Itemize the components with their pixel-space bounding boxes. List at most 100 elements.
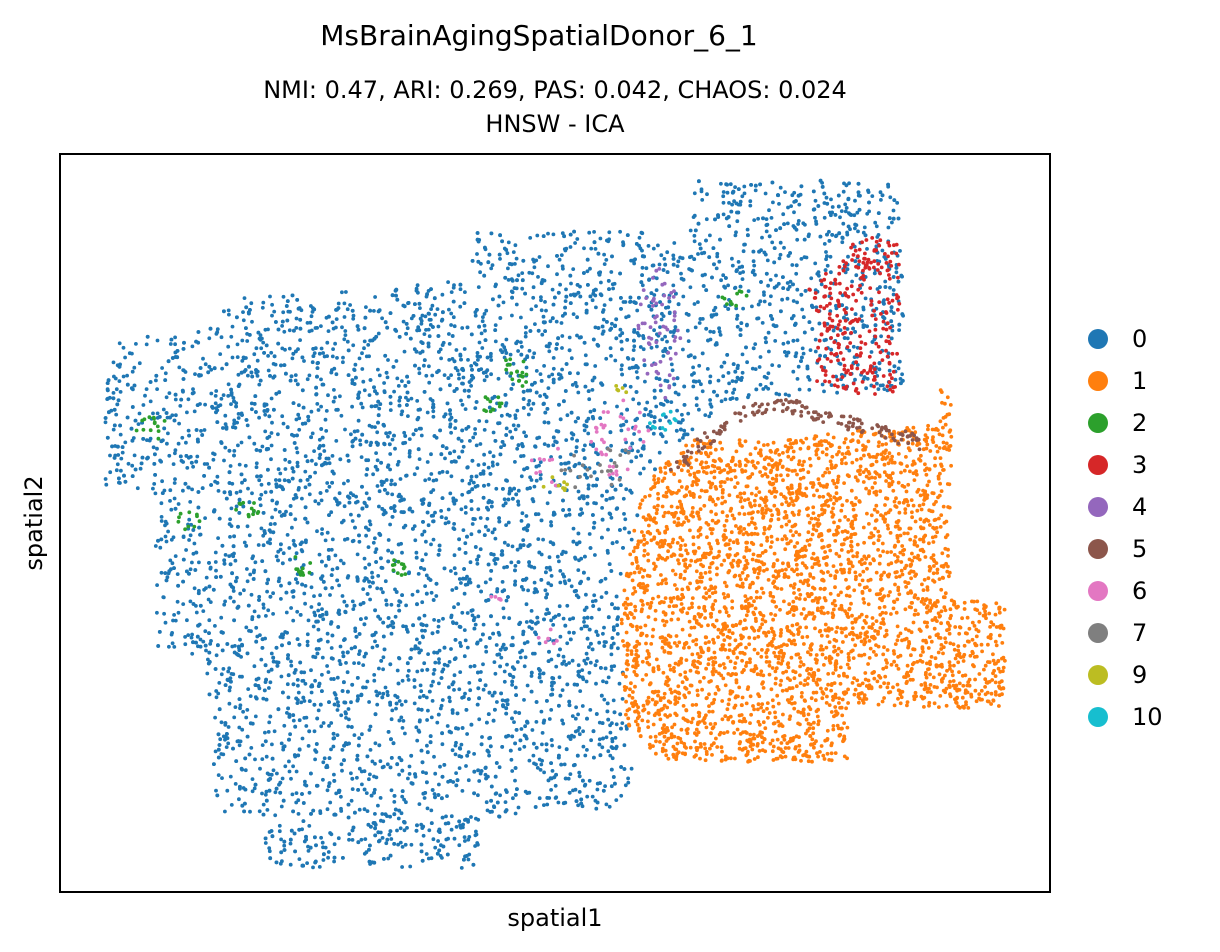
scatter-point-cluster-0 <box>560 688 565 692</box>
scatter-point-cluster-0 <box>604 735 609 740</box>
scatter-point-cluster-0 <box>449 323 453 327</box>
scatter-point-cluster-0 <box>528 236 533 240</box>
scatter-point-cluster-0 <box>550 769 555 773</box>
scatter-point-cluster-0 <box>463 290 467 294</box>
scatter-point-cluster-0 <box>781 212 786 217</box>
scatter-point-cluster-0 <box>212 452 217 457</box>
scatter-point-cluster-0 <box>185 618 189 623</box>
scatter-point-cluster-0 <box>279 583 283 588</box>
scatter-point-cluster-0 <box>155 387 160 391</box>
scatter-point-cluster-0 <box>386 434 390 439</box>
scatter-point-cluster-0 <box>621 300 626 304</box>
scatter-point-cluster-0 <box>740 277 745 281</box>
scatter-point-cluster-0 <box>482 323 487 328</box>
scatter-point-cluster-0 <box>203 516 208 520</box>
scatter-point-cluster-0 <box>321 617 326 622</box>
scatter-point-cluster-0 <box>114 387 119 392</box>
scatter-point-cluster-0 <box>364 616 368 620</box>
scatter-point-cluster-0 <box>762 293 766 297</box>
scatter-point-cluster-0 <box>317 865 322 869</box>
scatter-point-cluster-0 <box>398 840 403 845</box>
scatter-point-cluster-0 <box>247 628 251 633</box>
scatter-point-cluster-0 <box>301 819 306 823</box>
scatter-point-cluster-0 <box>291 595 296 599</box>
scatter-point-cluster-0 <box>845 230 849 235</box>
scatter-point-cluster-0 <box>130 351 134 356</box>
scatter-point-cluster-0 <box>537 255 542 259</box>
scatter-point-cluster-0 <box>516 349 520 353</box>
scatter-point-cluster-0 <box>559 462 564 466</box>
scatter-point-cluster-0 <box>448 383 452 388</box>
scatter-point-cluster-0 <box>258 766 262 771</box>
scatter-point-cluster-0 <box>572 734 576 739</box>
scatter-point-cluster-0 <box>182 340 186 345</box>
scatter-point-cluster-0 <box>231 585 236 590</box>
scatter-point-cluster-0 <box>515 547 520 552</box>
scatter-point-cluster-0 <box>207 336 212 341</box>
scatter-point-cluster-0 <box>613 736 618 740</box>
scatter-point-cluster-0 <box>530 728 535 732</box>
scatter-point-cluster-0 <box>277 478 282 483</box>
scatter-point-cluster-0 <box>423 584 427 588</box>
scatter-point-cluster-0 <box>181 488 185 493</box>
scatter-point-cluster-0 <box>397 398 402 403</box>
scatter-point-cluster-0 <box>325 631 330 636</box>
scatter-point-cluster-0 <box>209 483 214 487</box>
scatter-point-cluster-0 <box>377 373 382 378</box>
scatter-point-cluster-0 <box>375 586 380 591</box>
scatter-point-cluster-0 <box>523 655 528 660</box>
scatter-point-cluster-0 <box>213 401 218 406</box>
scatter-point-cluster-0 <box>246 687 251 691</box>
scatter-point-cluster-0 <box>188 500 193 504</box>
scatter-point-cluster-0 <box>479 670 483 674</box>
scatter-point-cluster-0 <box>305 639 310 644</box>
scatter-point-cluster-0 <box>168 558 173 563</box>
scatter-point-cluster-0 <box>216 536 221 540</box>
scatter-point-cluster-0 <box>588 660 593 665</box>
scatter-point-cluster-0 <box>333 496 337 501</box>
scatter-point-cluster-0 <box>388 452 393 456</box>
scatter-point-cluster-0 <box>364 458 369 463</box>
scatter-point-cluster-0 <box>551 443 556 448</box>
scatter-point-cluster-0 <box>799 292 804 297</box>
scatter-point-cluster-0 <box>510 769 515 773</box>
scatter-point-cluster-0 <box>459 507 464 512</box>
scatter-point-cluster-0 <box>531 295 536 300</box>
scatter-point-cluster-0 <box>605 238 609 243</box>
scatter-point-cluster-0 <box>585 656 590 661</box>
scatter-point-cluster-0 <box>359 401 364 406</box>
scatter-point-cluster-0 <box>389 478 394 483</box>
scatter-point-cluster-0 <box>300 549 305 554</box>
scatter-point-cluster-0 <box>740 194 745 199</box>
scatter-point-cluster-0 <box>254 346 259 351</box>
scatter-point-cluster-0 <box>114 468 119 473</box>
scatter-point-cluster-0 <box>551 232 556 237</box>
scatter-point-cluster-0 <box>214 695 219 700</box>
scatter-point-cluster-0 <box>388 814 392 819</box>
scatter-point-cluster-0 <box>303 469 308 474</box>
scatter-point-cluster-0 <box>355 499 360 504</box>
scatter-point-cluster-0 <box>287 328 292 333</box>
scatter-point-cluster-0 <box>393 327 398 332</box>
scatter-point-cluster-0 <box>781 275 785 279</box>
scatter-point-cluster-0 <box>890 328 895 333</box>
scatter-point-cluster-0 <box>437 471 442 475</box>
scatter-point-cluster-0 <box>345 575 350 580</box>
scatter-point-cluster-0 <box>475 308 479 312</box>
scatter-point-cluster-0 <box>748 199 753 204</box>
scatter-point-cluster-0 <box>163 371 168 376</box>
scatter-point-cluster-0 <box>324 409 329 413</box>
scatter-point-cluster-0 <box>586 483 591 488</box>
scatter-point-cluster-0 <box>786 287 790 292</box>
scatter-point-cluster-0 <box>325 481 330 485</box>
scatter-point-cluster-0 <box>404 800 408 805</box>
scatter-point-cluster-0 <box>230 644 235 649</box>
scatter-point-cluster-0 <box>274 478 278 482</box>
scatter-point-cluster-0 <box>418 306 422 310</box>
scatter-point-cluster-0 <box>329 721 334 725</box>
scatter-point-cluster-0 <box>713 342 718 347</box>
scatter-point-cluster-0 <box>457 687 462 692</box>
scatter-point-cluster-0 <box>466 857 471 862</box>
scatter-point-cluster-0 <box>553 439 558 444</box>
scatter-point-cluster-0 <box>265 808 270 812</box>
